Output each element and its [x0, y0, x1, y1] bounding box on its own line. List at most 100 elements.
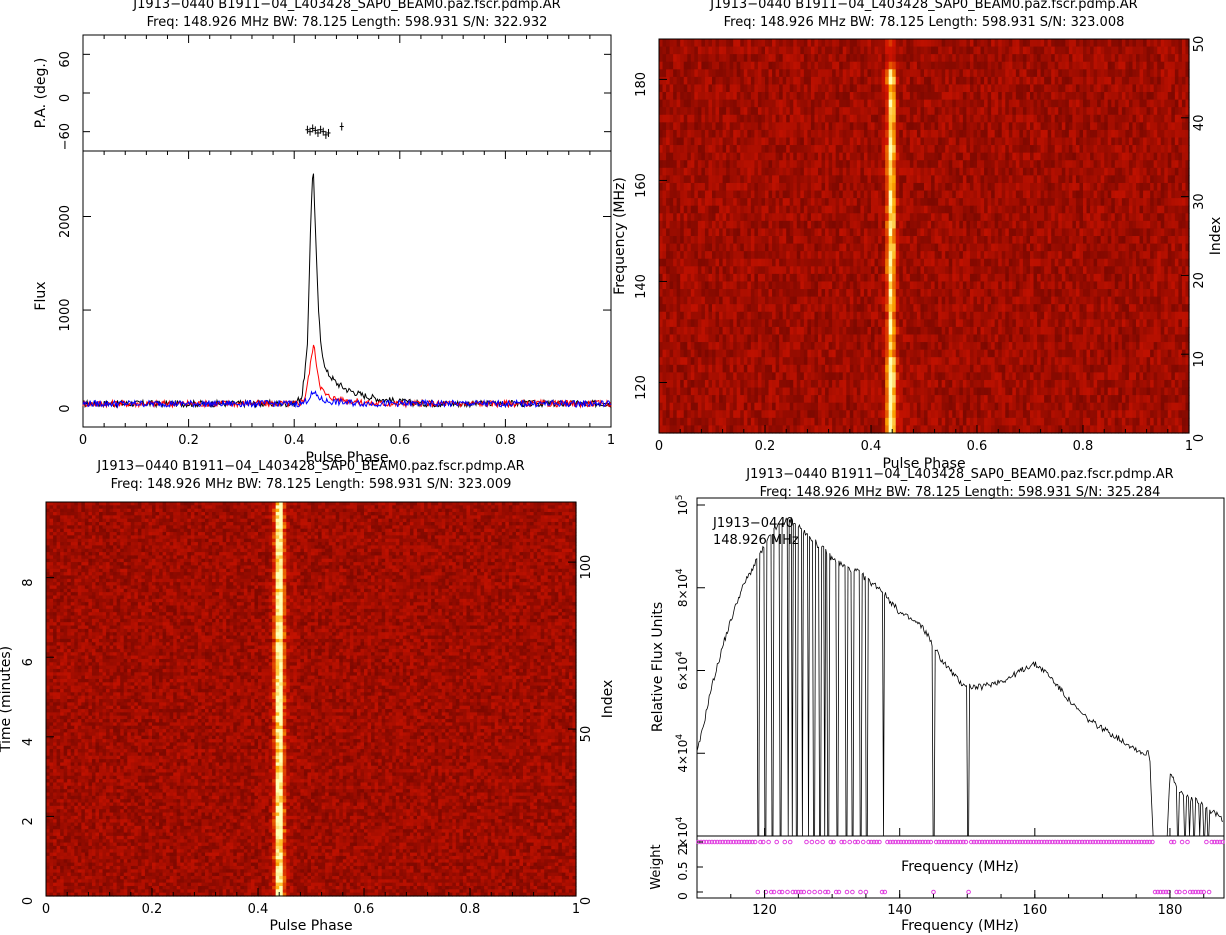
- heatmap-cell: [952, 107, 956, 115]
- heatmap-cell: [666, 168, 670, 176]
- profile-x-tick-label: 0.8: [495, 433, 516, 448]
- heatmap-cell: [1168, 47, 1172, 55]
- heatmap-cell: [949, 198, 953, 206]
- heatmap-cell: [988, 138, 992, 146]
- heatmap-cell: [903, 213, 907, 221]
- heatmap-cell: [1090, 84, 1094, 92]
- heatmap-cell: [1079, 244, 1083, 252]
- heatmap-cell: [807, 274, 811, 282]
- heatmap-cell: [1002, 236, 1006, 244]
- heatmap-cell: [708, 198, 712, 206]
- heatmap-cell: [1019, 266, 1023, 274]
- heatmap-cell: [896, 138, 900, 146]
- heatmap-cell: [680, 213, 684, 221]
- heatmap-cell: [995, 84, 999, 92]
- heatmap-cell: [747, 236, 751, 244]
- heatmap-cell: [807, 281, 811, 289]
- heatmap-cell: [811, 175, 815, 183]
- heatmap-cell: [1164, 54, 1168, 62]
- heatmap-cell: [1129, 107, 1133, 115]
- heatmap-cell: [846, 259, 850, 267]
- heatmap-cell: [737, 107, 741, 115]
- heatmap-cell: [966, 84, 970, 92]
- heatmap-cell: [1026, 221, 1030, 229]
- heatmap-cell: [1041, 153, 1045, 161]
- heatmap-cell: [737, 47, 741, 55]
- heatmap-cell: [1154, 221, 1158, 229]
- heatmap-cell: [839, 168, 843, 176]
- heatmap-cell: [747, 168, 751, 176]
- heatmap-cell: [822, 228, 826, 236]
- heatmap-cell: [1136, 266, 1140, 274]
- heatmap-cell: [1037, 221, 1041, 229]
- heatmap-cell: [740, 153, 744, 161]
- heatmap-cell: [1111, 130, 1115, 138]
- heatmap-cell: [1125, 84, 1129, 92]
- heatmap-cell: [1140, 130, 1144, 138]
- heatmap-cell: [716, 221, 720, 229]
- heatmap-cell: [1150, 62, 1154, 70]
- heatmap-cell: [751, 39, 755, 47]
- heatmap-cell: [970, 221, 974, 229]
- heatmap-cell: [1147, 62, 1151, 70]
- heatmap-cell: [1101, 92, 1105, 100]
- heatmap-cell: [1132, 274, 1136, 282]
- heatmap-cell: [1076, 100, 1080, 108]
- heatmap-cell: [938, 213, 942, 221]
- heatmap-cell: [822, 77, 826, 85]
- heatmap-cell: [793, 168, 797, 176]
- heatmap-cell: [977, 274, 981, 282]
- heatmap-cell: [1101, 206, 1105, 214]
- heatmap-cell: [871, 175, 875, 183]
- heatmap-cell: [726, 115, 730, 123]
- heatmap-cell: [970, 274, 974, 282]
- heatmap-cell: [698, 175, 702, 183]
- heatmap-cell: [896, 39, 900, 47]
- heatmap-cell: [670, 206, 674, 214]
- heatmap-cell: [783, 39, 787, 47]
- heatmap-cell: [1002, 77, 1006, 85]
- heatmap-cell: [1019, 54, 1023, 62]
- heatmap-cell: [860, 266, 864, 274]
- heatmap-cell: [1037, 130, 1041, 138]
- heatmap-cell: [942, 145, 946, 153]
- heatmap-cell: [991, 175, 995, 183]
- heatmap-cell: [818, 175, 822, 183]
- heatmap-cell: [698, 138, 702, 146]
- heatmap-cell: [677, 198, 681, 206]
- heatmap-cell: [744, 39, 748, 47]
- heatmap-cell: [1097, 39, 1101, 47]
- heatmap-cell: [807, 168, 811, 176]
- heatmap-cell: [740, 145, 744, 153]
- heatmap-cell: [701, 160, 705, 168]
- heatmap-cell: [1041, 228, 1045, 236]
- heatmap-cell: [698, 39, 702, 47]
- heatmap-cell: [825, 191, 829, 199]
- heatmap-cell: [1175, 115, 1179, 123]
- heatmap-cell: [935, 153, 939, 161]
- heatmap-cell: [1037, 122, 1041, 130]
- heatmap-cell: [1122, 54, 1126, 62]
- heatmap-cell: [1051, 274, 1055, 282]
- heatmap-cell: [747, 47, 751, 55]
- heatmap-cell: [1104, 107, 1108, 115]
- heatmap-cell: [800, 168, 804, 176]
- heatmap-cell: [730, 236, 734, 244]
- heatmap-cell: [959, 251, 963, 259]
- heatmap-cell: [754, 39, 758, 47]
- heatmap-cell: [853, 191, 857, 199]
- heatmap-cell: [1143, 47, 1147, 55]
- heatmap-cell: [730, 92, 734, 100]
- heatmap-cell: [839, 69, 843, 77]
- heatmap-cell: [966, 62, 970, 70]
- heatmap-cell: [956, 69, 960, 77]
- heatmap-cell: [670, 100, 674, 108]
- heatmap-cell: [1111, 39, 1115, 47]
- heatmap-cell: [906, 62, 910, 70]
- heatmap-cell: [1125, 221, 1129, 229]
- heatmap-cell: [687, 198, 691, 206]
- heatmap-cell: [991, 259, 995, 267]
- heatmap-cell: [871, 62, 875, 70]
- heatmap-cell: [903, 107, 907, 115]
- heatmap-cell: [666, 236, 670, 244]
